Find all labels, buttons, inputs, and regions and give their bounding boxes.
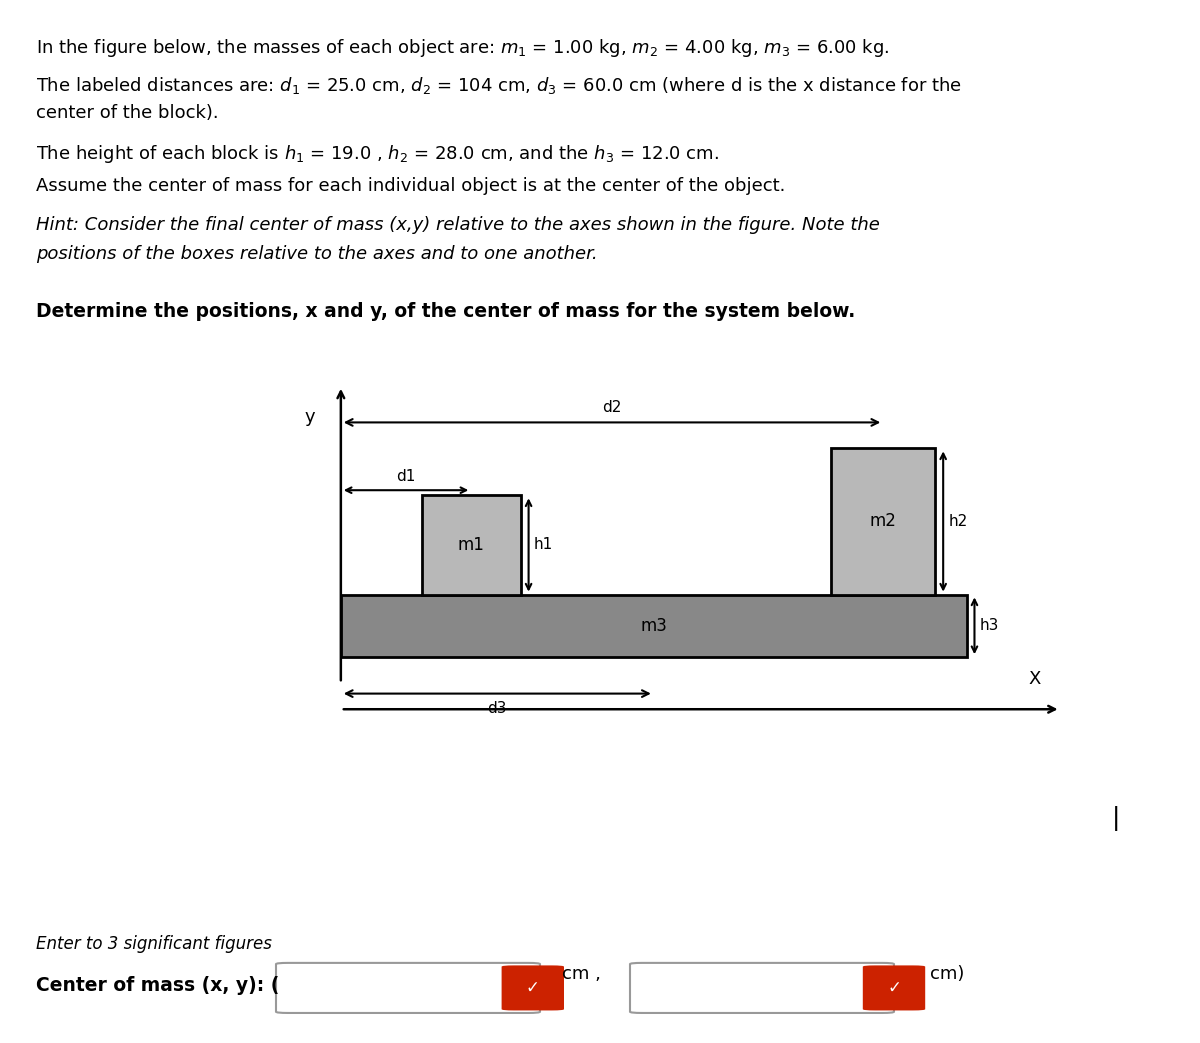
Bar (832, 448, 935, 595)
Text: m3: m3 (641, 616, 667, 635)
Text: The height of each block is $\mathit{h}_1$ = 19.0 , $\mathit{h}_2$ = 28.0 cm, an: The height of each block is $\mathit{h}_… (36, 143, 719, 165)
Text: h2: h2 (948, 514, 967, 529)
FancyBboxPatch shape (863, 966, 925, 1011)
Text: h3: h3 (979, 618, 1000, 633)
Bar (421, 495, 521, 595)
Text: d1: d1 (396, 469, 415, 484)
Text: cm ,: cm , (562, 966, 600, 984)
Text: y: y (304, 408, 314, 427)
Text: Center of mass (x, y): (: Center of mass (x, y): ( (36, 976, 280, 995)
Text: d3: d3 (487, 701, 508, 717)
Text: X: X (1028, 671, 1040, 688)
Text: ✓: ✓ (887, 979, 901, 997)
Text: ✓: ✓ (526, 979, 540, 997)
Text: |: | (1112, 806, 1120, 831)
Text: Enter to 3 significant figures: Enter to 3 significant figures (36, 935, 272, 953)
Text: cm): cm) (930, 966, 965, 984)
Text: h1: h1 (534, 537, 553, 553)
Text: The labeled distances are: $\mathit{d}_1$ = 25.0 cm, $\mathit{d}_2$ = 104 cm, $\: The labeled distances are: $\mathit{d}_1… (36, 75, 962, 96)
FancyBboxPatch shape (276, 963, 540, 1013)
Text: m2: m2 (870, 512, 896, 531)
Bar (341, 595, 967, 657)
FancyBboxPatch shape (502, 966, 564, 1011)
Text: d2: d2 (602, 399, 622, 414)
Text: center of the block).: center of the block). (36, 104, 218, 122)
Text: In the figure below, the masses of each object are: $\mathit{m}_1$ = 1.00 kg, $\: In the figure below, the masses of each … (36, 37, 889, 58)
Text: positions of the boxes relative to the axes and to one another.: positions of the boxes relative to the a… (36, 245, 598, 263)
Text: Hint: Consider the final center of mass (x,y) relative to the axes shown in the : Hint: Consider the final center of mass … (36, 216, 880, 234)
Text: m1: m1 (457, 536, 485, 554)
Text: Determine the positions, x and y, of the center of mass for the system below.: Determine the positions, x and y, of the… (36, 302, 856, 321)
Text: Assume the center of mass for each individual object is at the center of the obj: Assume the center of mass for each indiv… (36, 177, 785, 195)
FancyBboxPatch shape (630, 963, 894, 1013)
